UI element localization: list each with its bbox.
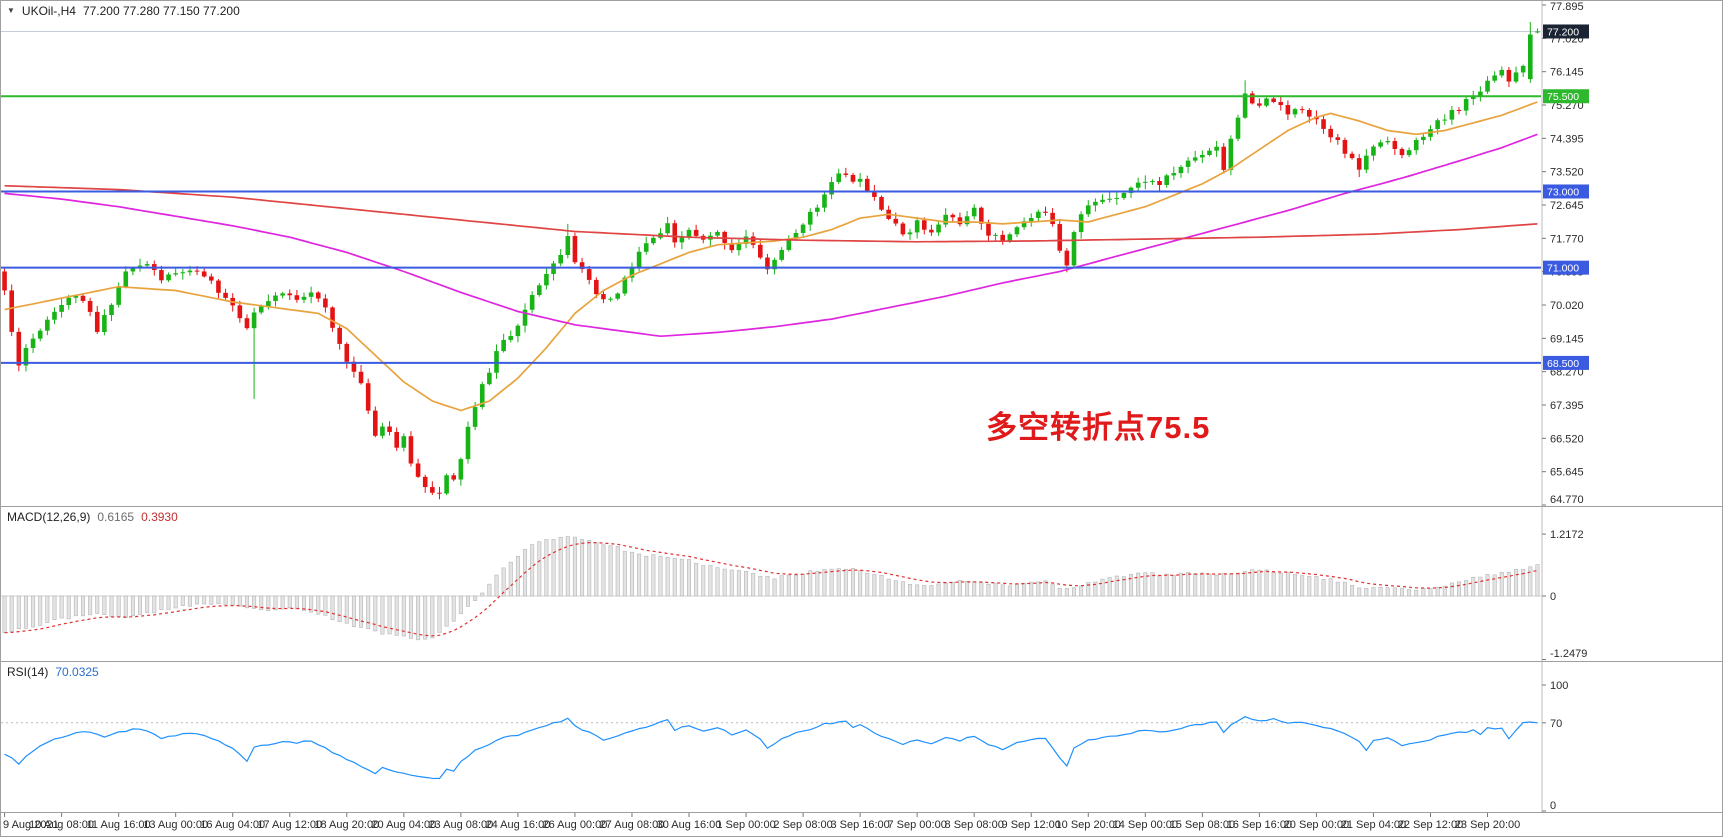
svg-text:23 Aug 08:00: 23 Aug 08:00: [428, 819, 493, 831]
price-label-badge: [1543, 260, 1589, 275]
main-chart-plot[interactable]: [1, 1, 1541, 506]
svg-text:75.500: 75.500: [1547, 91, 1579, 103]
svg-text:2 Sep 08:00: 2 Sep 08:00: [773, 819, 832, 831]
svg-text:0: 0: [1550, 591, 1556, 603]
svg-text:65.645: 65.645: [1550, 467, 1584, 479]
svg-text:27 Aug 08:00: 27 Aug 08:00: [600, 819, 665, 831]
chart-title: ▼ UKOil-,H4 77.200 77.280 77.150 77.200: [7, 4, 240, 18]
svg-text:15 Sep 08:00: 15 Sep 08:00: [1170, 819, 1235, 831]
svg-text:13 Aug 00:00: 13 Aug 00:00: [143, 819, 208, 831]
svg-text:26 Aug 00:00: 26 Aug 00:00: [543, 819, 608, 831]
svg-text:10 Sep 20:00: 10 Sep 20:00: [1056, 819, 1121, 831]
svg-text:77.895: 77.895: [1550, 1, 1584, 13]
ma-fast-orange-line[interactable]: [4, 101, 1538, 412]
svg-text:16 Aug 04:00: 16 Aug 04:00: [200, 819, 265, 831]
svg-text:-1.2479: -1.2479: [1550, 648, 1587, 660]
annotation-text[interactable]: 多空转折点75.5: [986, 410, 1211, 445]
macd-indicator-title: MACD(12,26,9) 0.6165 0.3930: [7, 510, 178, 524]
svg-text:3 Sep 16:00: 3 Sep 16:00: [830, 819, 889, 831]
svg-text:73.000: 73.000: [1547, 186, 1579, 198]
svg-text:21 Sep 04:00: 21 Sep 04:00: [1341, 819, 1406, 831]
price-label-badge: [1543, 24, 1589, 39]
svg-text:14 Sep 00:00: 14 Sep 00:00: [1113, 819, 1178, 831]
candles-layer: [2, 21, 1540, 500]
svg-text:76.145: 76.145: [1550, 67, 1584, 79]
svg-text:72.645: 72.645: [1550, 200, 1584, 212]
svg-text:66.520: 66.520: [1550, 433, 1584, 445]
svg-text:77.200: 77.200: [1547, 26, 1579, 38]
macd-histogram-layer: [2, 536, 1540, 641]
time-axis[interactable]: [1, 813, 1723, 837]
svg-text:11 Aug 16:00: 11 Aug 16:00: [87, 819, 151, 831]
svg-text:20 Sep 00:00: 20 Sep 00:00: [1284, 819, 1349, 831]
svg-text:10 Aug 08:00: 10 Aug 08:00: [29, 819, 94, 831]
svg-text:23 Sep 20:00: 23 Sep 20:00: [1455, 819, 1520, 831]
macd-panel-plot[interactable]: [1, 507, 1541, 661]
svg-text:70: 70: [1550, 718, 1562, 730]
ma-slow-red-line[interactable]: [4, 184, 1538, 243]
svg-text:1.2172: 1.2172: [1550, 529, 1584, 541]
rsi-line: [4, 716, 1538, 780]
svg-text:71.000: 71.000: [1547, 263, 1579, 275]
rsi-label: RSI(14): [7, 665, 49, 679]
chart-dropdown-arrow-icon[interactable]: ▼: [7, 6, 15, 15]
svg-text:9 Aug 2021: 9 Aug 2021: [3, 819, 59, 831]
price-axis[interactable]: [1542, 1, 1723, 813]
svg-text:24 Aug 16:00: 24 Aug 16:00: [485, 819, 550, 831]
rsi-panel-plot[interactable]: [1, 662, 1541, 812]
ma-mid-magenta-line[interactable]: [4, 133, 1538, 338]
svg-text:20 Aug 04:00: 20 Aug 04:00: [371, 819, 436, 831]
svg-text:68.500: 68.500: [1547, 358, 1579, 370]
svg-text:69.145: 69.145: [1550, 333, 1584, 345]
price-label-badge: [1543, 89, 1589, 104]
macd-signal-value: 0.3930: [141, 510, 178, 524]
chart-symbol-period: UKOil-,H4: [21, 4, 76, 18]
svg-text:16 Sep 16:00: 16 Sep 16:00: [1227, 819, 1292, 831]
svg-text:100: 100: [1550, 680, 1568, 692]
svg-text:74.395: 74.395: [1550, 133, 1584, 145]
price-label-badge: [1543, 184, 1589, 199]
macd-label: MACD(12,26,9): [7, 510, 91, 524]
svg-text:1 Sep 00:00: 1 Sep 00:00: [716, 819, 775, 831]
rsi-value: 70.0325: [55, 665, 99, 679]
chart-ohlc-values: 77.200 77.280 77.150 77.200: [82, 4, 240, 18]
rsi-indicator-title: RSI(14) 70.0325: [7, 665, 99, 679]
svg-text:0: 0: [1550, 800, 1556, 812]
svg-text:9 Sep 12:00: 9 Sep 12:00: [1002, 819, 1061, 831]
macd-main-value: 0.6165: [97, 510, 135, 524]
svg-text:17 Aug 12:00: 17 Aug 12:00: [257, 819, 322, 831]
svg-text:30 Aug 16:00: 30 Aug 16:00: [657, 819, 722, 831]
svg-text:64.770: 64.770: [1550, 494, 1584, 506]
macd-signal-line: [4, 541, 1538, 637]
svg-text:71.770: 71.770: [1550, 233, 1584, 245]
svg-text:8 Sep 08:00: 8 Sep 08:00: [945, 819, 1004, 831]
svg-text:22 Sep 12:00: 22 Sep 12:00: [1398, 819, 1463, 831]
svg-text:73.520: 73.520: [1550, 167, 1584, 179]
svg-text:67.395: 67.395: [1550, 400, 1584, 412]
svg-text:18 Aug 20:00: 18 Aug 20:00: [314, 819, 379, 831]
svg-text:70.020: 70.020: [1550, 300, 1584, 312]
price-label-badge: [1543, 355, 1589, 370]
svg-text:7 Sep 00:00: 7 Sep 00:00: [887, 819, 946, 831]
